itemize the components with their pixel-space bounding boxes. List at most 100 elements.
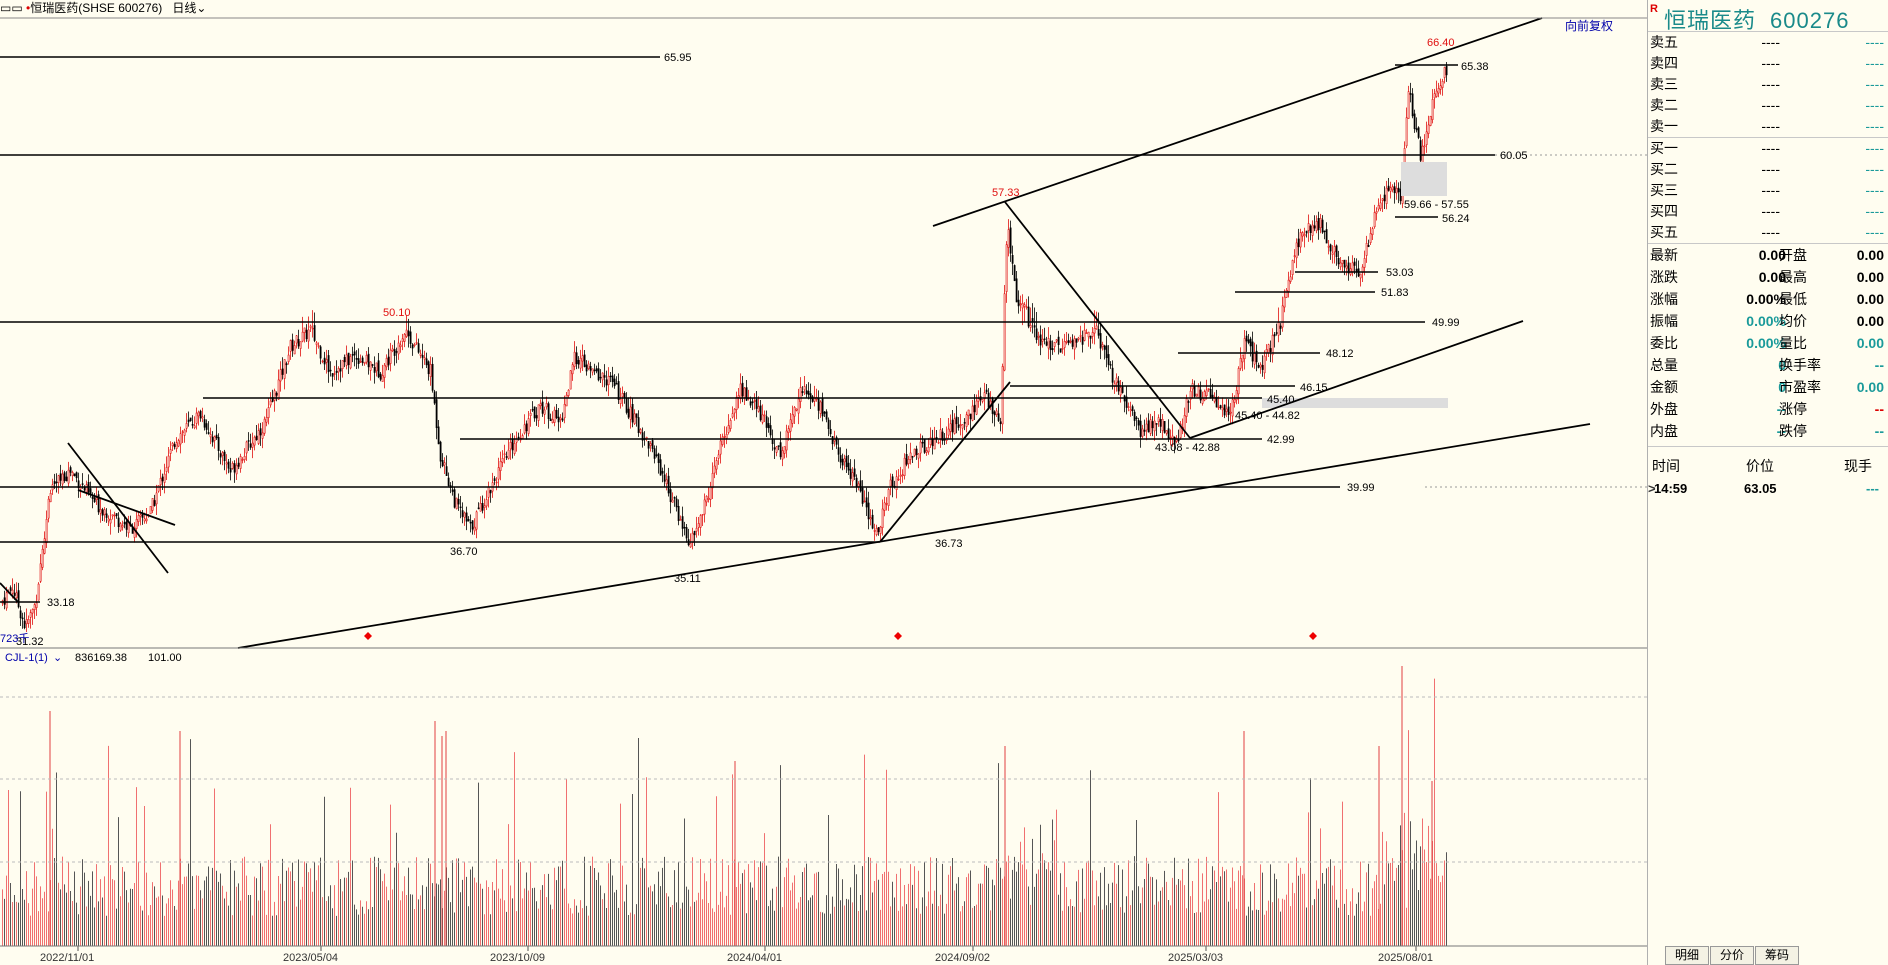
candle-body (967, 409, 970, 416)
candle-body (919, 441, 922, 454)
candle-body (779, 442, 782, 458)
book-label: 卖一 (1650, 118, 1678, 134)
candle-body (511, 438, 514, 451)
tick-marker-icon: > (1648, 481, 1656, 496)
candle-body (713, 465, 716, 474)
candle-body (627, 408, 630, 418)
candle-body (583, 354, 586, 367)
candle-body (175, 442, 178, 449)
low-label: 36.70 (450, 546, 478, 558)
book-row-bid[interactable]: 买五 ---- ---- (1648, 222, 1888, 243)
candle-body (1195, 393, 1198, 397)
candle-body (1055, 339, 1058, 342)
candle-body (885, 503, 888, 505)
candle-body (541, 401, 544, 414)
candle-body (533, 406, 536, 419)
book-row-ask[interactable]: 卖三 ---- ---- (1648, 74, 1888, 95)
candle-body (373, 367, 376, 373)
flag-badge: R (1650, 3, 1658, 15)
menu-icon[interactable]: ▭▭ (0, 1, 23, 15)
stat-label: 最新 (1650, 247, 1678, 263)
stat-value: 0.00 (1856, 335, 1884, 351)
candle-body (1193, 385, 1196, 397)
candle-body (33, 604, 36, 610)
stat-row: 振幅 0.00% 均价 0.00 (1648, 310, 1888, 332)
candle-body (1033, 325, 1036, 328)
book-row-bid[interactable]: 买一 ---- ---- (1648, 138, 1888, 159)
candle-body (837, 447, 840, 455)
tick-row[interactable]: >14:59 63.05 --- (1648, 479, 1888, 499)
candle-body (309, 325, 312, 328)
chart-title-bar: ▭▭ •恒瑞医药(SHSE 600276) 日线⌄ (0, 0, 1647, 17)
candle-body (899, 474, 902, 477)
candle-body (77, 480, 80, 489)
book-row-ask[interactable]: 卖四 ---- ---- (1648, 53, 1888, 74)
candle-body (895, 476, 898, 490)
candle-body (69, 467, 72, 473)
candle-body (325, 359, 328, 363)
candle-body (863, 500, 866, 503)
candle-body (1225, 408, 1228, 412)
tab-1[interactable]: 分价 (1710, 946, 1754, 965)
book-label: 买三 (1650, 182, 1678, 198)
candle-body (211, 436, 214, 443)
low-label: 35.11 (674, 573, 701, 585)
candle-body (1203, 391, 1206, 401)
trend-line (879, 381, 1011, 543)
candle-body (1377, 205, 1380, 210)
candle-body (185, 423, 188, 429)
stat-row: 金额 0 市盈率 0.00 (1648, 376, 1888, 398)
candle-body (1435, 90, 1438, 97)
candle-body (1277, 322, 1280, 336)
candle-body (1375, 211, 1378, 214)
tab-0[interactable]: 明细 (1665, 946, 1709, 965)
candle-body (1017, 299, 1020, 307)
candle-body (465, 512, 468, 522)
candle-body (1231, 399, 1234, 417)
period-select[interactable]: 日线⌄ (172, 1, 207, 15)
candle-body (879, 526, 882, 534)
price-chart[interactable]: 65.95 65.38 60.05 56.24 53.03 51.83 49.99 48.12… (0, 0, 1647, 965)
level-label: 42.99 (1267, 434, 1295, 446)
candle-body (537, 404, 540, 421)
candle-body (711, 472, 714, 489)
candle-body (379, 373, 382, 380)
candle-body (523, 424, 526, 434)
candle-body (1009, 227, 1012, 254)
candle-body (1243, 338, 1246, 360)
candle-body (331, 373, 334, 377)
candle-body (683, 526, 686, 529)
candle-body (1119, 387, 1122, 396)
candle-body (429, 364, 432, 377)
candle-body (995, 410, 998, 415)
book-row-ask[interactable]: 卖一 ---- ---- (1648, 116, 1888, 137)
candle-body (1175, 437, 1178, 442)
candle-body (1027, 306, 1030, 327)
candle-body (663, 474, 666, 482)
candle-body (745, 387, 748, 401)
candle-body (607, 376, 610, 385)
book-row-ask[interactable]: 卖二 ---- ---- (1648, 95, 1888, 116)
candle-body (609, 375, 612, 378)
book-row-bid[interactable]: 买四 ---- ---- (1648, 201, 1888, 222)
candle-body (1063, 341, 1066, 348)
tab-2[interactable]: 筹码 (1755, 946, 1799, 965)
book-label: 卖三 (1650, 76, 1678, 92)
candle-body (529, 412, 532, 416)
candle-body (125, 521, 128, 530)
book-row-bid[interactable]: 买二 ---- ---- (1648, 159, 1888, 180)
candle-body (505, 456, 508, 458)
candle-body (205, 423, 208, 430)
candle-body (631, 404, 634, 423)
adjust-mode-button[interactable]: 向前复权 (1565, 19, 1614, 33)
candle-body (109, 519, 112, 524)
candle-body (797, 398, 800, 414)
book-row-bid[interactable]: 买三 ---- ---- (1648, 180, 1888, 201)
book-row-ask[interactable]: 卖五 ---- ---- (1648, 32, 1888, 53)
stat-label: 量比 (1779, 335, 1807, 351)
candle-body (1147, 420, 1150, 433)
candle-body (197, 411, 200, 417)
candle-body (53, 481, 56, 484)
stat-value: 0.00% (1746, 335, 1786, 351)
candle-body (1073, 338, 1076, 350)
